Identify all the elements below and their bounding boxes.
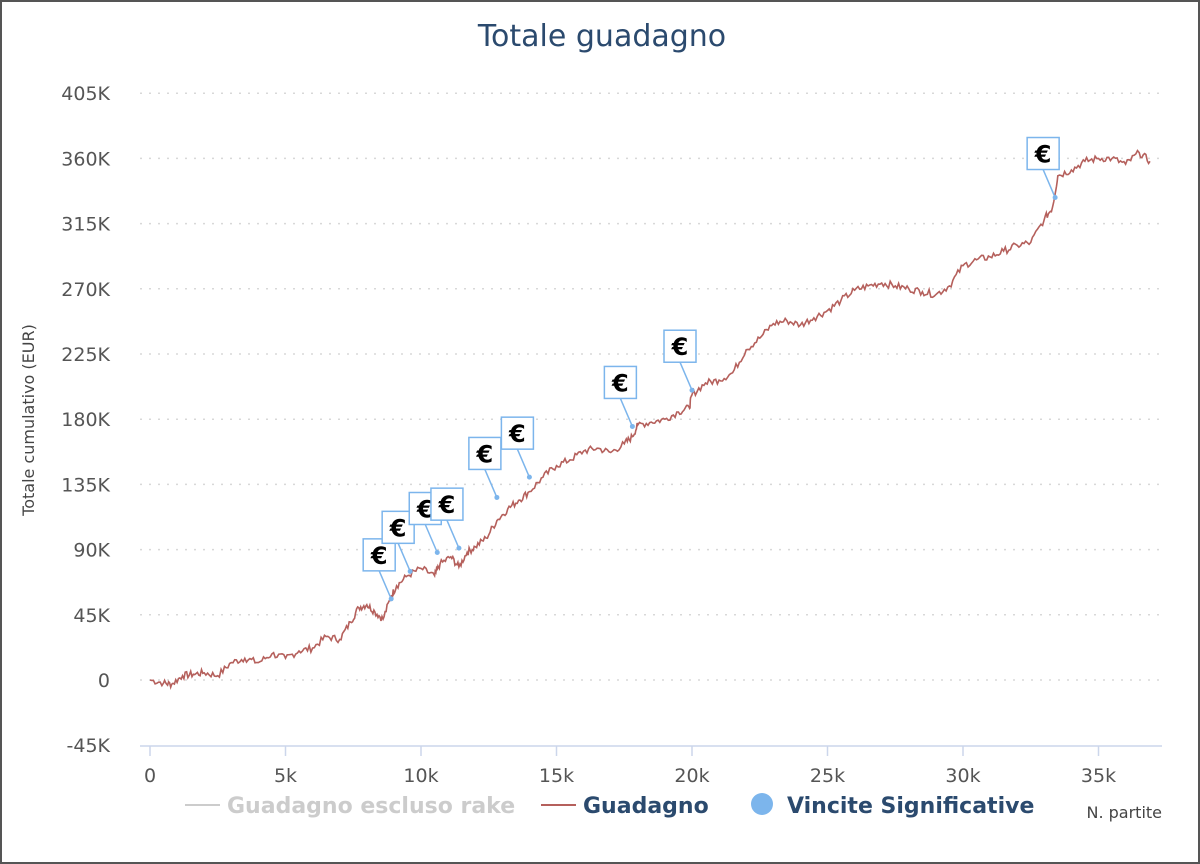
marker-connector <box>446 519 460 549</box>
legend-item-rake[interactable]: Guadagno escluso rake <box>185 794 515 819</box>
marker-connector <box>619 398 634 427</box>
x-tick-label: 25k <box>810 765 845 787</box>
x-tick-label: 15k <box>539 765 574 787</box>
marker-flag <box>603 365 638 400</box>
y-tick-label: 270K <box>61 279 110 301</box>
marker-euro-symbol: € <box>1034 141 1052 169</box>
marker-euro-symbol: € <box>611 369 629 397</box>
marker-euro-symbol: € <box>416 495 434 523</box>
legend-item-vincite[interactable]: Vincite Significative <box>751 793 1034 819</box>
marker-point <box>456 545 462 551</box>
x-axis-ticks: 0 5k 10k 15k 20k 25k 30k 35k <box>144 746 1116 787</box>
x-tick-label: 20k <box>674 765 709 787</box>
marker-point <box>1052 195 1058 201</box>
marker-euro-symbol: € <box>671 333 689 361</box>
y-tick-label: 45K <box>73 605 110 627</box>
marker-flag <box>468 436 502 471</box>
marker-euro-symbol: € <box>389 514 407 542</box>
marker-euro-symbol: € <box>508 420 526 448</box>
marker-flag <box>362 538 396 572</box>
marker-point <box>629 423 635 429</box>
marker-euro-symbol: € <box>476 440 494 468</box>
legend-dot-vincite <box>751 793 773 815</box>
marker-connector <box>378 570 392 600</box>
marker-flag <box>1026 136 1060 171</box>
legend-label-rake: Guadagno escluso rake <box>227 794 515 819</box>
y-tick-label: -45K <box>67 735 111 757</box>
marker-euro-symbol: € <box>370 542 388 570</box>
marker-flag <box>500 416 535 450</box>
marker-connector <box>424 524 438 553</box>
y-tick-label: 315K <box>61 214 110 236</box>
marker-point <box>388 596 394 602</box>
x-tick-label: 0 <box>144 765 156 787</box>
y-axis-label: Totale cumulativo (EUR) <box>19 324 38 517</box>
marker-connector <box>1042 169 1056 198</box>
x-tick-label: 35k <box>1081 765 1116 787</box>
y-axis-ticks: -45K 0 45K 90K 135K 180K 225K 270K 315K 360K 405K <box>61 83 110 757</box>
legend-label-vincite: Vincite Significative <box>787 794 1034 819</box>
marker-connector <box>484 469 498 498</box>
series-line-guadagno <box>149 149 1151 691</box>
y-tick-label: 360K <box>61 148 110 170</box>
marker-flag <box>663 329 697 363</box>
x-axis-label: N. partite <box>1086 803 1162 822</box>
series-group <box>149 149 1151 691</box>
x-tick-label: 10k <box>403 765 438 787</box>
y-tick-label: 180K <box>61 409 110 431</box>
marker-point <box>407 568 413 574</box>
y-tick-label: 405K <box>61 83 110 105</box>
marker-point <box>526 474 532 480</box>
legend-label-guadagno: Guadagno <box>583 794 709 819</box>
y-tick-label: 0 <box>98 670 110 692</box>
x-tick-label: 5k <box>274 765 297 787</box>
grid-lines <box>140 92 1162 681</box>
chart-title: Totale guadagno <box>477 19 726 54</box>
y-tick-label: 90K <box>73 540 110 562</box>
x-tick-label: 30k <box>945 765 980 787</box>
marker-connector <box>679 361 693 391</box>
markers-group: €€€ €€€€€€ <box>362 136 1060 602</box>
marker-connector <box>516 448 531 478</box>
marker-connector <box>397 543 411 572</box>
marker-flag <box>430 487 464 521</box>
marker-point <box>494 494 500 500</box>
legend: Guadagno escluso rake Guadagno Vincite S… <box>185 793 1034 819</box>
y-tick-label: 135K <box>61 474 110 496</box>
marker-point <box>434 549 440 555</box>
marker-point <box>689 387 695 393</box>
y-tick-label: 225K <box>61 344 110 366</box>
legend-item-guadagno[interactable]: Guadagno <box>541 794 709 819</box>
marker-euro-symbol: € <box>438 491 456 519</box>
